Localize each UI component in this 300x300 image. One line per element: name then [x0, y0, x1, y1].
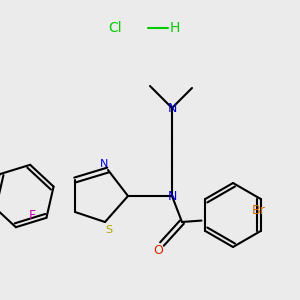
- Text: O: O: [153, 244, 163, 256]
- Text: N: N: [100, 159, 108, 169]
- Text: S: S: [105, 225, 112, 235]
- Text: F: F: [29, 209, 36, 222]
- Text: Br: Br: [252, 205, 266, 218]
- Text: N: N: [167, 101, 177, 115]
- Text: N: N: [167, 190, 177, 202]
- Text: Cl: Cl: [108, 21, 122, 35]
- Text: H: H: [170, 21, 180, 35]
